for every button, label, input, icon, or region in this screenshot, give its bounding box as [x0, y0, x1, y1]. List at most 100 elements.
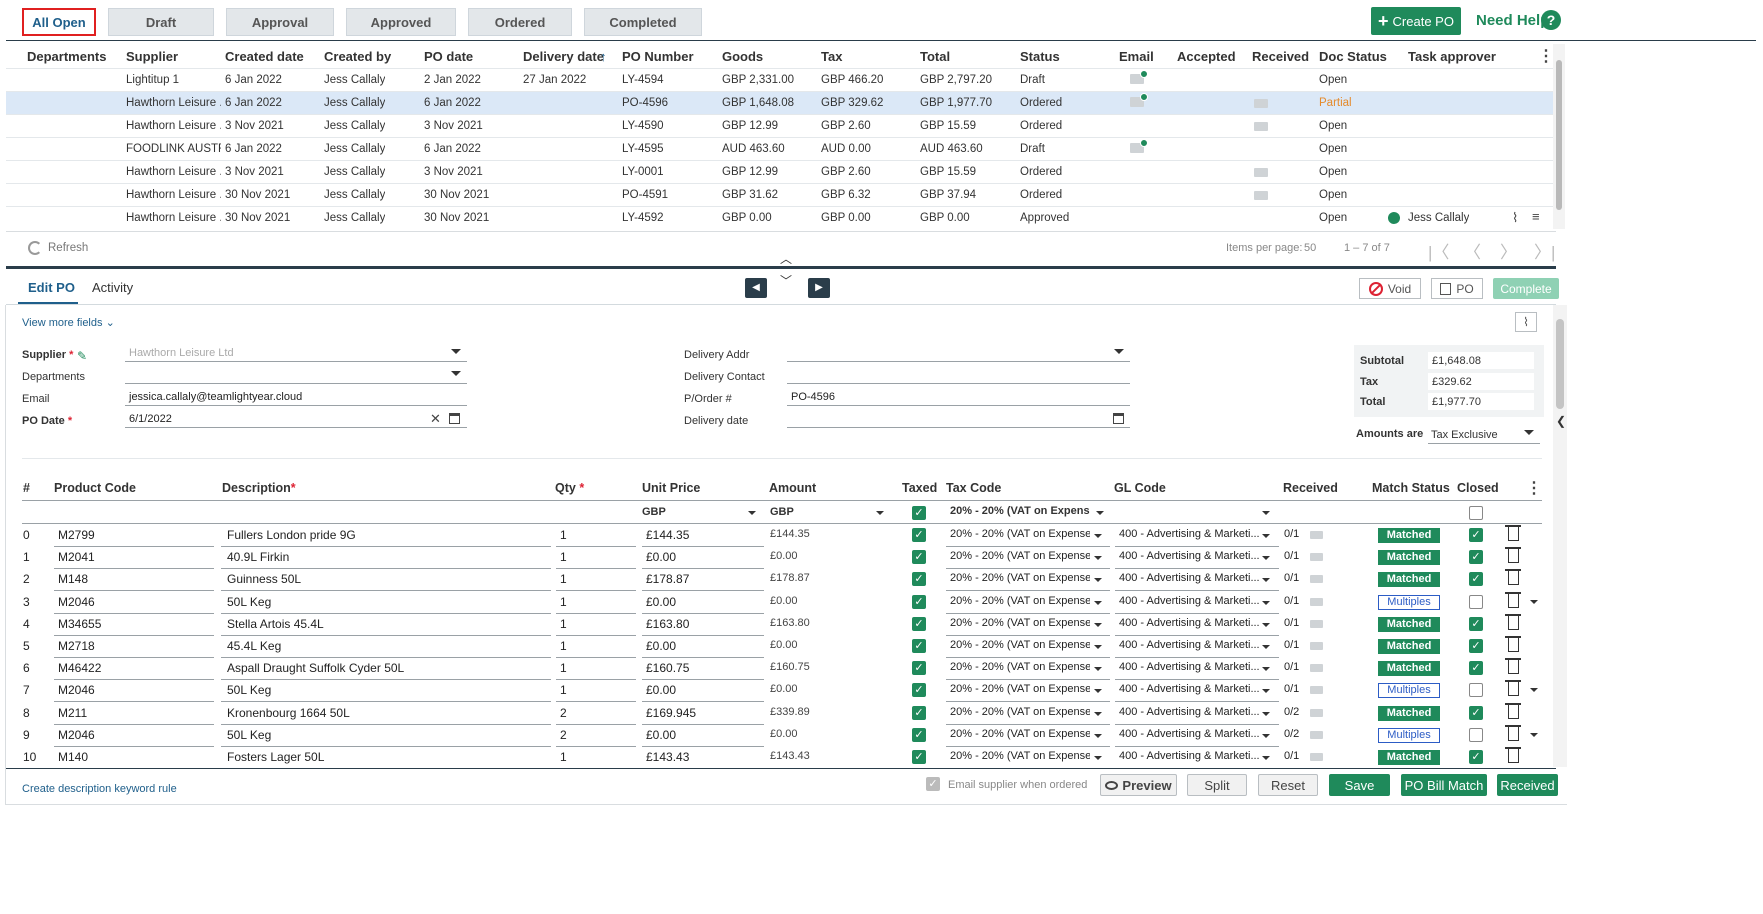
- description-input[interactable]: 40.9L Firkin: [227, 550, 290, 565]
- taxed-all-checkbox[interactable]: ✓: [912, 506, 926, 520]
- table-row[interactable]: 10 M140 Fosters Lager 50L 1 £143.43 £143.43 ✓ 2…: [22, 747, 1542, 769]
- col-created-date[interactable]: Created date: [225, 49, 304, 64]
- po-date-field[interactable]: 6/1/2022 ✕: [125, 410, 467, 428]
- departments-select[interactable]: [125, 366, 467, 384]
- taxed-checkbox[interactable]: ✓: [912, 750, 926, 764]
- product-code-input[interactable]: M2041: [58, 550, 95, 565]
- tab-edit-po[interactable]: Edit PO: [28, 280, 75, 295]
- void-button[interactable]: Void: [1359, 278, 1421, 299]
- product-code-input[interactable]: M34655: [58, 616, 102, 631]
- prev-po-button[interactable]: ◀: [745, 278, 767, 298]
- gl-code-select[interactable]: 400 - Advertising & Marketi...: [1119, 705, 1259, 718]
- trash-icon[interactable]: [1505, 702, 1521, 719]
- tax-code-select[interactable]: 20% - 20% (VAT on Expense...: [950, 750, 1090, 762]
- unit-price-input[interactable]: £163.80: [646, 616, 690, 631]
- split-divider[interactable]: [6, 266, 1556, 269]
- description-input[interactable]: Kronenbourg 1664 50L: [227, 705, 350, 720]
- tax-code-select[interactable]: 20% - 20% (VAT on Expense...: [950, 683, 1090, 696]
- tax-code-select[interactable]: 20% - 20% (VAT on Expense...: [950, 639, 1090, 651]
- items-per-page-select[interactable]: 50: [1304, 242, 1317, 254]
- table-row[interactable]: 0 M2799 Fullers London pride 9G 1 £144.35 £14…: [22, 525, 1542, 547]
- tab-activity[interactable]: Activity: [92, 280, 134, 295]
- product-code-input[interactable]: M2718: [58, 639, 95, 653]
- unit-currency-select[interactable]: GBP: [642, 506, 666, 518]
- col-po-date[interactable]: PO date: [424, 49, 474, 64]
- closed-checkbox[interactable]: ✓: [1469, 705, 1483, 720]
- pencil-icon[interactable]: ✎: [77, 349, 88, 363]
- description-input[interactable]: Fosters Lager 50L: [227, 750, 325, 764]
- col-status[interactable]: Status: [1020, 49, 1060, 64]
- trash-icon[interactable]: [1505, 724, 1521, 741]
- taxed-checkbox[interactable]: ✓: [912, 550, 926, 565]
- unit-price-input[interactable]: £143.43: [646, 750, 690, 764]
- unit-price-input[interactable]: £0.00: [646, 550, 677, 565]
- table-row[interactable]: Hawthorn Leisure ... 3 Nov 2021 Jess Cal…: [6, 160, 1556, 183]
- col-delivery-date[interactable]: Delivery date: [523, 49, 604, 64]
- gl-code-select[interactable]: 400 - Advertising & Marketi...: [1119, 572, 1259, 585]
- unit-price-input[interactable]: £0.00: [646, 683, 677, 698]
- product-code-input[interactable]: M46422: [58, 661, 102, 676]
- tab-completed[interactable]: Completed: [584, 8, 702, 36]
- col-task-approver[interactable]: Task approver: [1408, 49, 1496, 64]
- calendar-icon[interactable]: [449, 413, 460, 424]
- delivery-contact-field[interactable]: [787, 366, 1130, 384]
- table-row[interactable]: Hawthorn Leisure ... 30 Nov 2021 Jess Ca…: [6, 183, 1556, 206]
- match-status-badge[interactable]: Multiples: [1378, 683, 1440, 699]
- expand-row-icon[interactable]: [1530, 688, 1538, 693]
- complete-button[interactable]: Complete: [1493, 278, 1559, 299]
- tax-code-select[interactable]: 20% - 20% (VAT on Expense...: [950, 616, 1090, 629]
- lines-menu-icon[interactable]: ⋮: [1526, 480, 1542, 497]
- preview-button[interactable]: Preview: [1100, 774, 1177, 796]
- match-status-badge[interactable]: Multiples: [1378, 727, 1440, 743]
- received-button[interactable]: Received: [1497, 774, 1558, 796]
- porder-field[interactable]: PO-4596: [787, 388, 1130, 406]
- closed-checkbox[interactable]: [1469, 594, 1483, 609]
- qty-input[interactable]: 1: [560, 550, 567, 565]
- closed-checkbox[interactable]: ✓: [1469, 572, 1483, 587]
- need-help-link[interactable]: Need Help: [1476, 12, 1550, 29]
- table-row[interactable]: Lightitup 1 6 Jan 2022 Jess Callaly 2 Ja…: [6, 68, 1556, 91]
- closed-checkbox[interactable]: ✓: [1469, 639, 1483, 653]
- scroll-thumb[interactable]: [1556, 60, 1562, 210]
- attachment-icon[interactable]: ⌇: [1512, 210, 1519, 225]
- taxed-checkbox[interactable]: ✓: [912, 683, 926, 698]
- taxed-checkbox[interactable]: ✓: [912, 661, 926, 676]
- table-row[interactable]: 2 M148 Guinness 50L 1 £178.87 £178.87 ✓ 20% - 2…: [22, 569, 1542, 592]
- match-status-badge[interactable]: Multiples: [1378, 594, 1440, 610]
- tax-code-select[interactable]: 20% - 20% (VAT on Expense...: [950, 727, 1090, 740]
- product-code-input[interactable]: M2046: [58, 727, 95, 742]
- taxed-checkbox[interactable]: ✓: [912, 616, 926, 631]
- trash-icon[interactable]: [1505, 591, 1521, 608]
- tax-code-select[interactable]: 20% - 20% (VAT on Expense...: [950, 661, 1090, 674]
- tab-draft[interactable]: Draft: [108, 8, 214, 36]
- tax-code-select[interactable]: 20% - 20% (VAT on Expense...: [950, 572, 1090, 585]
- unit-price-input[interactable]: £0.00: [646, 727, 677, 742]
- unit-price-input[interactable]: £160.75: [646, 661, 690, 676]
- closed-checkbox[interactable]: ✓: [1469, 661, 1483, 676]
- qty-input[interactable]: 1: [560, 683, 567, 698]
- table-row[interactable]: Hawthorn Leisure ... 30 Nov 2021 Jess Ca…: [6, 206, 1556, 229]
- closed-all-checkbox[interactable]: [1469, 506, 1483, 520]
- split-button[interactable]: Split: [1187, 774, 1247, 796]
- closed-checkbox[interactable]: ✓: [1469, 528, 1483, 542]
- closed-checkbox[interactable]: [1469, 727, 1483, 742]
- expand-row-icon[interactable]: [1530, 732, 1538, 737]
- gl-code-select[interactable]: 400 - Advertising & Marketi...: [1119, 639, 1259, 651]
- gl-code-select[interactable]: 400 - Advertising & Marketi...: [1119, 616, 1259, 629]
- save-button[interactable]: Save: [1329, 774, 1390, 796]
- delivery-date-field[interactable]: [787, 410, 1130, 428]
- qty-input[interactable]: 1: [560, 661, 567, 676]
- col-accepted[interactable]: Accepted: [1177, 49, 1236, 64]
- email-supplier-checkbox[interactable]: ✓: [926, 777, 940, 791]
- refresh-button[interactable]: Refresh: [28, 241, 88, 255]
- col-po-number[interactable]: PO Number: [622, 49, 694, 64]
- first-page-icon[interactable]: |〈: [1428, 243, 1450, 262]
- view-more-fields-link[interactable]: View more fields ⌄: [22, 317, 115, 329]
- col-doc-status[interactable]: Doc Status: [1319, 49, 1387, 64]
- description-input[interactable]: 45.4L Keg: [227, 639, 282, 653]
- email-field[interactable]: jessica.callaly@teamlightyear.cloud: [125, 388, 467, 406]
- gl-code-select[interactable]: 400 - Advertising & Marketi...: [1119, 594, 1259, 607]
- amounts-are-select[interactable]: Tax Exclusive: [1428, 425, 1540, 444]
- trash-icon[interactable]: [1505, 658, 1521, 675]
- next-page-icon[interactable]: 〉: [1500, 243, 1517, 262]
